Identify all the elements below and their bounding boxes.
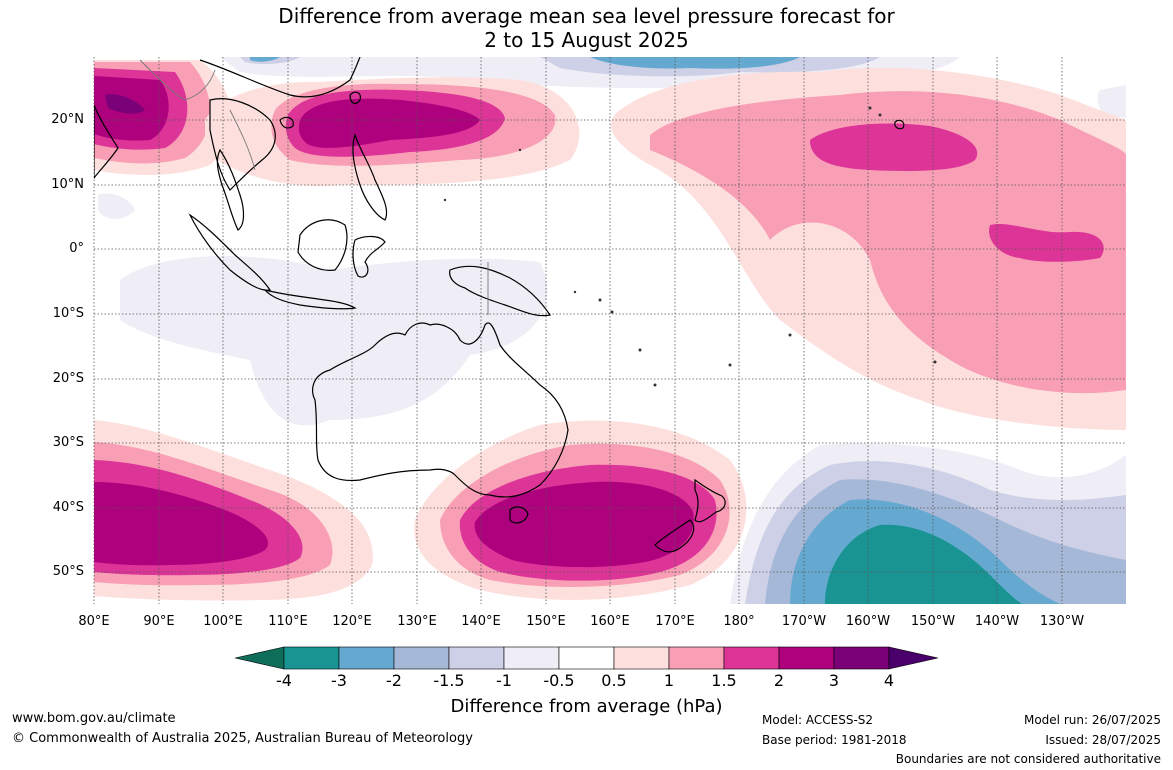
map-title-line-2: 2 to 15 August 2025 — [484, 28, 689, 52]
lat-label: 50°S — [52, 564, 84, 579]
colorbar-tick-label: -1.5 — [433, 671, 465, 690]
lon-label: 160°E — [590, 614, 630, 629]
lat-label: 10°S — [52, 306, 84, 321]
lon-label: 130°E — [397, 614, 437, 629]
new-zealand-north-coastline — [694, 478, 726, 523]
colorbar-bin — [778, 646, 835, 670]
china-coastline — [199, 57, 361, 98]
lon-label: 180° — [723, 614, 755, 629]
lon-label: 150°E — [526, 614, 566, 629]
india-coastline — [94, 104, 119, 179]
taiwan-coastline — [349, 91, 361, 105]
colorbar-bin — [668, 646, 725, 670]
lat-label: 20°S — [52, 371, 84, 386]
colorbar-tick-label: -4 — [276, 671, 292, 690]
lon-label: 170°E — [655, 614, 695, 629]
colorbar-tick-label: -3 — [331, 671, 347, 690]
colorbar-high-extension — [888, 646, 939, 670]
lon-label: 100°E — [203, 614, 243, 629]
footer-url[interactable]: www.bom.gov.au/climate — [12, 711, 176, 726]
lat-label: 30°S — [52, 435, 84, 450]
colorbar-tick-label: 0.5 — [601, 671, 627, 690]
colorbar-tick-label: 4 — [883, 671, 895, 690]
colorbar-tick-label: -1 — [496, 671, 512, 690]
colorbar — [234, 646, 939, 670]
footer-copyright: © Commonwealth of Australia 2025, Austra… — [12, 731, 473, 746]
colorbar-tick-label: 2 — [773, 671, 785, 690]
anomaly-field — [94, 57, 1126, 604]
lat-label: 20°N — [51, 112, 84, 127]
lon-label: 130°W — [1039, 614, 1085, 629]
colorbar-tick-label: 1 — [663, 671, 675, 690]
country-borders — [139, 59, 489, 315]
colorbar-bin — [833, 646, 890, 670]
sumatra-coastline — [188, 213, 271, 291]
malay-peninsula-coastline — [216, 148, 245, 231]
philippines-coastline — [352, 133, 388, 221]
footer-base-period: Base period: 1981-2018 — [762, 733, 907, 747]
new-zealand-south-coastline — [654, 519, 695, 553]
lon-label: 120°E — [332, 614, 372, 629]
borneo-coastline — [297, 219, 348, 271]
colorbar-tick-label: 1.5 — [711, 671, 737, 690]
lon-label: 110°E — [268, 614, 308, 629]
colorbar-bin — [723, 646, 780, 670]
tasmania-coastline — [509, 506, 529, 524]
colorbar-title: Difference from average (hPa) — [450, 696, 723, 717]
colorbar-bin — [613, 646, 670, 670]
footer-model-run: Model run: 26/07/2025 — [1023, 713, 1161, 727]
java-coastline — [263, 288, 357, 310]
sulawesi-coastline — [352, 235, 386, 278]
lat-label: 0° — [69, 241, 84, 256]
hawaii-coastline — [894, 119, 905, 130]
hainan-coastline — [279, 116, 294, 129]
colorbar-tick-label: -0.5 — [543, 671, 575, 690]
footer-issued: Issued: 28/07/2025 — [1045, 733, 1161, 747]
colorbar-tick-label: 3 — [828, 671, 840, 690]
indochina-coastline — [209, 98, 276, 191]
australia-coastline — [312, 322, 569, 498]
lon-label: 160°W — [845, 614, 891, 629]
lon-label: 80°E — [78, 614, 110, 629]
lon-label: 140°W — [974, 614, 1020, 629]
footer-model: Model: ACCESS-S2 — [762, 713, 874, 727]
lon-label: 140°E — [461, 614, 501, 629]
colorbar-bin — [393, 646, 450, 670]
colorbar-bin — [503, 646, 560, 670]
colorbar-tick-label: -2 — [386, 671, 402, 690]
lon-label: 150°W — [910, 614, 956, 629]
graticule — [93, 57, 1126, 604]
footer-disclaimer: Boundaries are not considered authoritat… — [895, 752, 1161, 766]
coastlines — [94, 57, 905, 553]
colorbar-bin — [338, 646, 395, 670]
colorbar-bin — [558, 646, 615, 670]
anomaly-region-weak-negative — [120, 256, 548, 426]
new-guinea-coastline — [449, 265, 551, 317]
lat-label: 10°N — [51, 177, 84, 192]
colorbar-bin — [448, 646, 505, 670]
lat-label: 40°S — [52, 500, 84, 515]
colorbar-low-extension — [234, 646, 285, 670]
lon-label: 90°E — [143, 614, 175, 629]
lon-label: 170°W — [781, 614, 827, 629]
map-title-line-1: Difference from average mean sea level p… — [278, 4, 895, 28]
pacific-islands — [443, 106, 937, 387]
colorbar-bin — [283, 646, 340, 670]
